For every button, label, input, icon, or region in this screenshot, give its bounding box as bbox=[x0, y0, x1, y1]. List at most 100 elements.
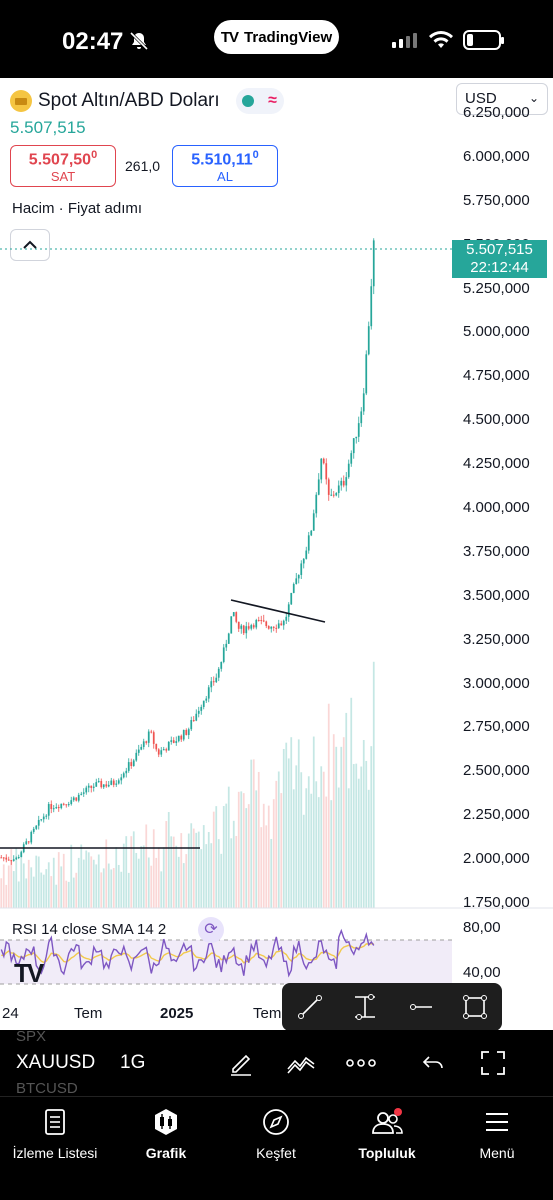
buy-button[interactable]: 5.510,110 AL bbox=[172, 145, 278, 187]
app-pill[interactable]: TV TradingView bbox=[214, 20, 339, 54]
volume-bar bbox=[347, 788, 350, 908]
rsi-settings-icon[interactable]: ⟳ bbox=[198, 917, 224, 943]
candle-body bbox=[165, 749, 168, 751]
rectangle-tool[interactable] bbox=[459, 991, 491, 1023]
volume-bar bbox=[272, 799, 275, 908]
volume-bar bbox=[260, 827, 263, 908]
candle-body bbox=[185, 729, 188, 735]
candle-body bbox=[77, 794, 80, 801]
buy-price-sup: 0 bbox=[252, 149, 259, 161]
candle-body bbox=[357, 423, 360, 437]
candle-body bbox=[342, 480, 345, 486]
nav-item-menu[interactable]: Menü bbox=[470, 1105, 524, 1161]
candle-body bbox=[42, 816, 45, 820]
price-axis-label: 5.750,000 bbox=[463, 191, 530, 209]
trend-line[interactable] bbox=[230, 599, 326, 623]
rsi-legend[interactable]: RSI 14 close SMA 14 2 bbox=[12, 921, 167, 938]
candle-body bbox=[280, 623, 283, 626]
candle-body bbox=[322, 458, 325, 464]
candle-body bbox=[265, 621, 268, 627]
fullscreen-button[interactable] bbox=[478, 1048, 508, 1078]
volume-bar bbox=[100, 872, 103, 908]
tradingview-logo-icon: TV bbox=[220, 28, 239, 46]
volume-bar bbox=[30, 867, 33, 908]
volume-legend[interactable]: Hacim · Fiyat adımı bbox=[12, 200, 143, 217]
candle-body bbox=[125, 770, 128, 774]
volume-bar bbox=[335, 746, 338, 908]
volume-bar bbox=[330, 800, 333, 908]
symbol-header[interactable]: Spot Altın/ABD Doları ≈ bbox=[10, 88, 284, 114]
volume-bar bbox=[367, 789, 370, 908]
volume-bar bbox=[302, 814, 305, 908]
symbol-title[interactable]: Spot Altın/ABD Doları bbox=[38, 90, 220, 111]
price-axis-label: 4.000,000 bbox=[463, 499, 530, 516]
sell-price-sup: 0 bbox=[91, 149, 98, 161]
volume-bar bbox=[7, 865, 10, 908]
candle-body bbox=[82, 792, 85, 794]
sell-price-main: 5.507,50 bbox=[28, 151, 92, 169]
sell-button[interactable]: 5.507,500 SAT bbox=[10, 145, 116, 187]
more-options-button[interactable] bbox=[346, 1048, 376, 1078]
chart-screen: Spot Altın/ABD Doları ≈ USD ⌄ 5.507,515 … bbox=[0, 78, 553, 1030]
candle-body bbox=[210, 681, 213, 688]
nav-label: Keşfet bbox=[256, 1145, 296, 1161]
market-status-chip[interactable]: ≈ bbox=[235, 88, 284, 114]
indicators-button[interactable] bbox=[286, 1048, 316, 1078]
volume-bar bbox=[5, 884, 8, 908]
candle-body bbox=[365, 354, 368, 394]
volume-bar bbox=[265, 825, 268, 908]
volume-bar bbox=[220, 853, 223, 908]
candle-body bbox=[340, 480, 343, 486]
price-axis-label: 4.750,000 bbox=[463, 367, 530, 385]
volume-bar bbox=[110, 869, 113, 908]
volume-bar bbox=[142, 845, 145, 908]
nav-item-chart[interactable]: Grafik bbox=[136, 1105, 196, 1161]
candle-body bbox=[275, 627, 278, 629]
volume-bar bbox=[197, 831, 200, 908]
volume-bar bbox=[52, 857, 55, 908]
volume-bar bbox=[307, 776, 310, 908]
volume-bar bbox=[352, 764, 355, 908]
candle-body bbox=[287, 604, 290, 617]
volume-bar bbox=[182, 863, 185, 908]
volume-bar bbox=[62, 853, 65, 908]
price-axis-label: 3.250,000 bbox=[463, 630, 530, 648]
currency-value: USD bbox=[465, 90, 497, 107]
volume-bar bbox=[232, 820, 235, 908]
candle-body bbox=[242, 625, 245, 634]
candle-body bbox=[122, 773, 125, 778]
nav-item-explore[interactable]: Keşfet bbox=[246, 1105, 306, 1161]
price-range-tool[interactable] bbox=[349, 991, 381, 1023]
candle-body bbox=[5, 857, 8, 860]
nav-item-community[interactable]: Topluluk bbox=[352, 1105, 422, 1161]
volume-bar bbox=[195, 832, 198, 908]
candle-body bbox=[107, 784, 110, 787]
volume-bar bbox=[127, 872, 130, 908]
chevron-up-icon bbox=[23, 240, 37, 249]
volume-bar bbox=[357, 778, 360, 908]
candle-body bbox=[65, 804, 68, 806]
horizontal-ray-tool[interactable] bbox=[404, 991, 436, 1023]
menu-icon bbox=[486, 1113, 508, 1131]
interval-button[interactable]: 1G bbox=[120, 1052, 146, 1073]
volume-bar bbox=[135, 852, 138, 908]
trend-line-tool[interactable] bbox=[294, 991, 326, 1023]
volume-bar bbox=[225, 803, 228, 908]
candle-body bbox=[285, 616, 288, 621]
price-axis-label: 2.500,000 bbox=[463, 762, 530, 780]
volume-bar bbox=[360, 766, 363, 908]
candle-body bbox=[347, 463, 350, 478]
symbol-button[interactable]: XAUUSD bbox=[16, 1052, 96, 1073]
volume-bar bbox=[17, 881, 20, 908]
collapse-legend-button[interactable] bbox=[10, 229, 50, 261]
undo-button[interactable] bbox=[418, 1048, 448, 1078]
currency-select[interactable]: USD ⌄ bbox=[456, 83, 548, 115]
candle-body bbox=[90, 785, 93, 788]
volume-bar bbox=[205, 844, 208, 908]
candle-body bbox=[237, 621, 240, 629]
drawing-tools-button[interactable] bbox=[226, 1048, 256, 1078]
nav-item-watchlist[interactable]: İzleme Listesi bbox=[8, 1105, 102, 1161]
nav-label: İzleme Listesi bbox=[12, 1145, 98, 1161]
price-chart[interactable] bbox=[0, 78, 553, 1030]
volume-bar bbox=[162, 847, 165, 908]
